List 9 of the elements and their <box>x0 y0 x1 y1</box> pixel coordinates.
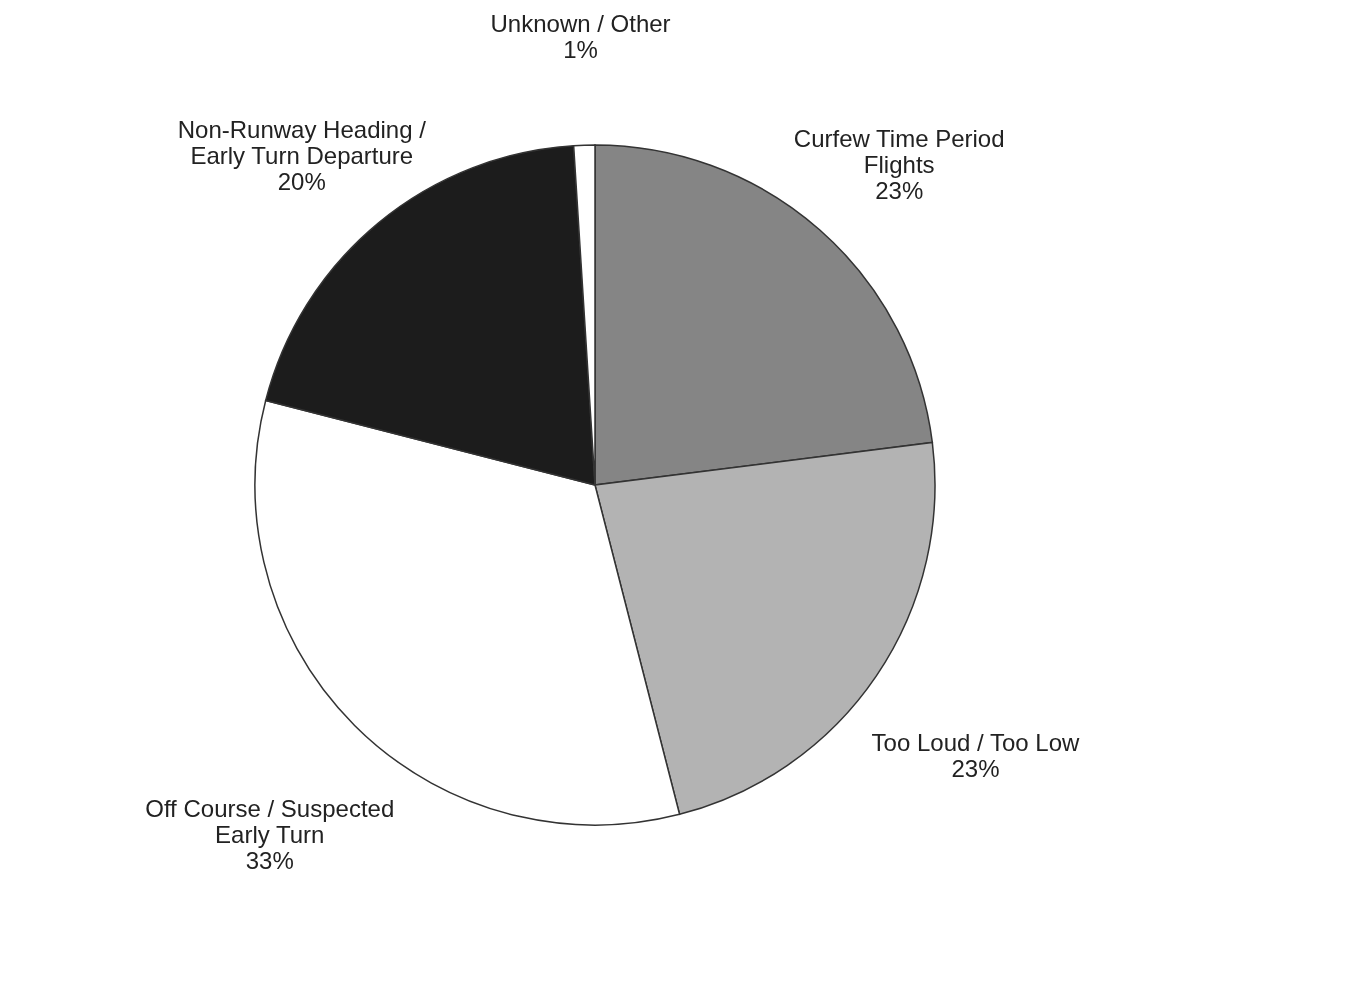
data-label: 1% <box>563 36 598 64</box>
slice-label: Too Loud / Too Low <box>871 728 1080 756</box>
slice-label: Off Course / Suspected Early Turn <box>145 795 395 849</box>
data-label: 33% <box>245 847 294 875</box>
slice-label: Curfew Time Period Flights <box>793 124 1005 178</box>
slice-label: Unknown / Other <box>490 10 671 38</box>
data-label: 20% <box>277 167 326 195</box>
data-label: 23% <box>951 754 1000 782</box>
slice-label: Non-Runway Heading / Early Turn Departure <box>177 115 427 169</box>
